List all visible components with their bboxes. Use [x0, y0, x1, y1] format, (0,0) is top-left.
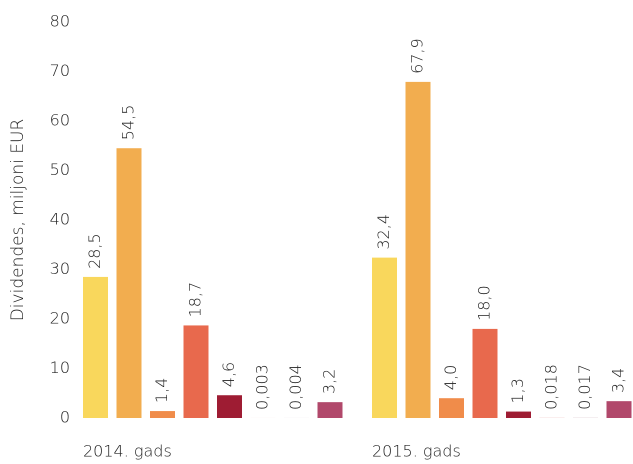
bar	[405, 81, 431, 419]
data-label: 0,003	[253, 364, 272, 410]
data-label: 0,017	[575, 364, 594, 410]
bar	[372, 257, 397, 418]
bar	[183, 325, 209, 418]
data-label: 4,6	[219, 362, 238, 387]
x-tick-label: 2015. gads	[372, 442, 461, 461]
bar	[83, 276, 108, 418]
y-tick-label: 60	[50, 111, 70, 130]
bar	[439, 398, 464, 418]
y-tick-label: 10	[50, 358, 70, 377]
data-label: 28,5	[85, 233, 104, 269]
bar	[506, 411, 531, 418]
data-label: 32,4	[374, 214, 393, 250]
data-label: 4,0	[441, 365, 460, 390]
data-label: 0,018	[542, 364, 561, 410]
data-label: 18,7	[186, 282, 205, 318]
bar	[150, 411, 175, 418]
bar	[217, 395, 242, 418]
y-tick-label: 20	[50, 309, 70, 328]
y-tick-label: 70	[50, 61, 70, 80]
data-label: 0,004	[286, 364, 305, 410]
data-label: 1,4	[152, 378, 171, 403]
y-axis-label: Dividendes, miljoni EUR	[8, 119, 28, 322]
bar	[606, 401, 632, 418]
data-label: 18,0	[475, 285, 494, 321]
data-label: 67,9	[408, 38, 427, 74]
bar	[317, 402, 343, 418]
data-label: 3,2	[320, 369, 339, 394]
bar	[472, 328, 498, 418]
bar	[116, 148, 142, 418]
data-label: 3,4	[609, 368, 628, 393]
y-tick-label: 40	[50, 210, 70, 229]
data-label: 1,3	[508, 378, 527, 403]
y-tick-label: 0	[60, 408, 70, 427]
y-tick-label: 50	[50, 160, 70, 179]
y-tick-label: 30	[50, 259, 70, 278]
x-tick-label: 2014. gads	[83, 442, 172, 461]
data-label: 54,5	[119, 105, 138, 141]
y-tick-label: 80	[50, 12, 70, 31]
